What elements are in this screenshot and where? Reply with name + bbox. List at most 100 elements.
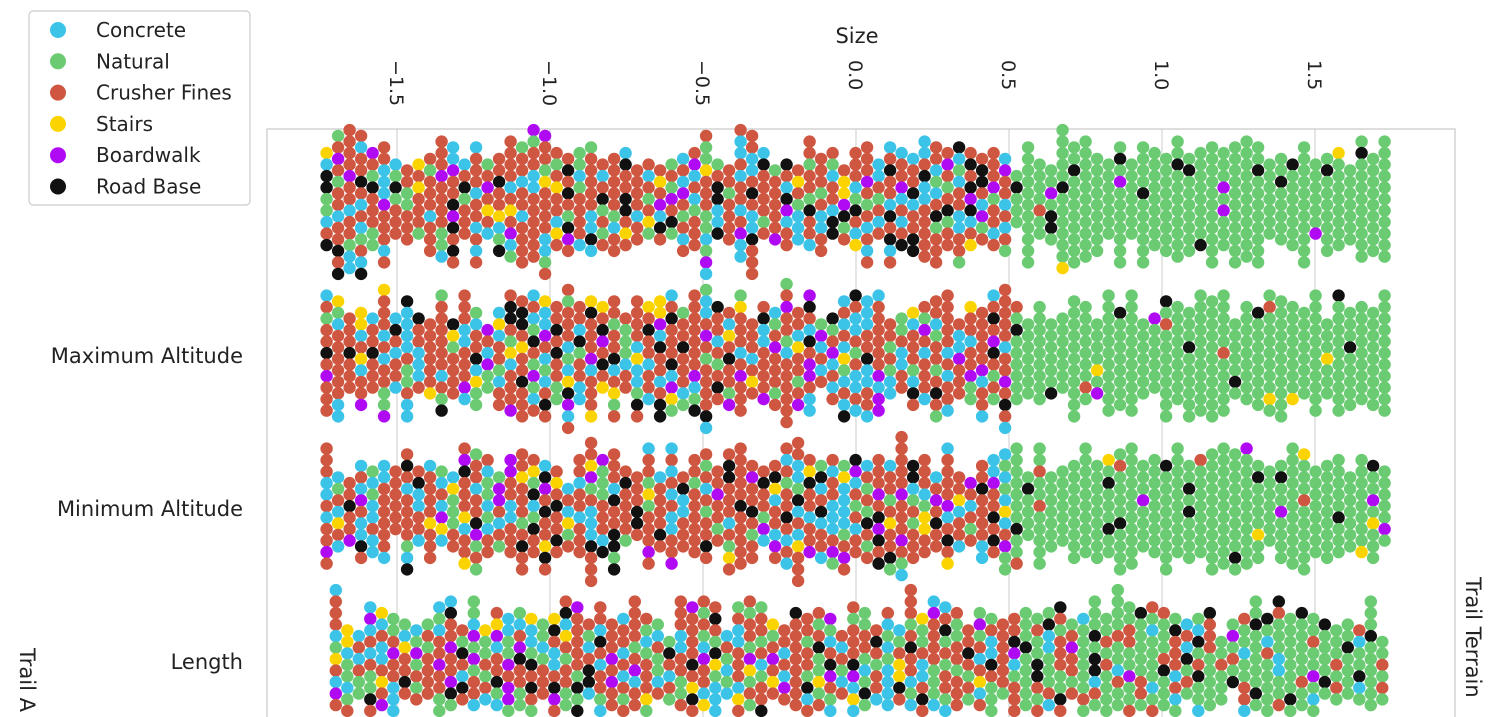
data-point — [688, 465, 701, 478]
legend-label: Boardwalk — [96, 143, 201, 167]
data-point — [573, 488, 586, 501]
data-point — [791, 459, 805, 473]
data-point — [699, 306, 713, 320]
data-point — [734, 158, 747, 171]
data-point — [803, 312, 816, 325]
data-point — [1019, 641, 1032, 654]
data-point — [1031, 647, 1044, 660]
data-point — [916, 658, 929, 672]
data-point — [1205, 318, 1219, 331]
data-point — [906, 387, 920, 400]
data-point — [331, 341, 345, 354]
data-point — [929, 244, 943, 258]
data-point — [582, 618, 595, 631]
data-point — [734, 392, 747, 406]
data-point — [354, 198, 368, 212]
data-point — [699, 528, 713, 542]
data-point — [791, 187, 805, 200]
data-point — [389, 499, 402, 513]
data-point — [1042, 675, 1056, 689]
data-point — [941, 323, 954, 337]
data-point — [1125, 465, 1138, 478]
data-point — [1102, 369, 1115, 383]
data-point — [697, 675, 710, 689]
data-point — [423, 210, 437, 223]
data-point — [1240, 238, 1253, 252]
data-point — [607, 528, 621, 542]
data-point — [1263, 392, 1276, 406]
data-point — [1136, 540, 1150, 553]
data-point — [870, 624, 883, 637]
data-point — [596, 511, 609, 524]
data-point — [550, 204, 563, 217]
data-point — [791, 164, 805, 177]
data-point — [1297, 198, 1311, 212]
data-point — [343, 181, 356, 194]
data-point — [791, 329, 805, 343]
data-point — [1111, 595, 1125, 608]
data-point — [1056, 369, 1069, 383]
data-point — [550, 392, 563, 406]
data-point — [1113, 318, 1127, 331]
data-point — [1159, 341, 1173, 354]
data-point — [594, 612, 607, 626]
data-point — [1364, 664, 1378, 677]
data-point — [780, 204, 793, 217]
data-point — [858, 698, 871, 712]
data-point — [1251, 233, 1265, 246]
data-point — [1366, 551, 1380, 565]
data-point — [918, 204, 931, 217]
data-point — [538, 164, 552, 177]
data-point — [1378, 511, 1391, 524]
data-point — [872, 453, 885, 467]
data-point — [435, 250, 448, 263]
data-point — [1136, 482, 1150, 496]
data-point — [780, 534, 793, 547]
data-point — [709, 601, 722, 614]
data-point — [676, 210, 690, 223]
data-point — [812, 606, 825, 620]
data-point — [617, 681, 630, 695]
data-point — [1203, 606, 1217, 620]
data-point — [918, 369, 931, 383]
data-point — [745, 164, 759, 177]
data-point — [640, 612, 653, 626]
data-point — [502, 624, 515, 637]
data-point — [998, 233, 1012, 246]
data-point — [421, 641, 434, 654]
data-point — [400, 295, 414, 308]
data-point — [617, 647, 630, 660]
data-point — [1205, 175, 1219, 189]
data-point — [435, 227, 448, 240]
data-point — [918, 522, 931, 536]
data-point — [1378, 204, 1391, 217]
data-point — [791, 233, 805, 246]
data-point — [469, 528, 483, 542]
data-point — [1171, 169, 1184, 183]
data-point — [1194, 476, 1207, 490]
data-point — [1355, 465, 1368, 478]
data-point — [1228, 210, 1242, 223]
data-point — [607, 221, 621, 235]
data-point — [1077, 612, 1090, 626]
data-point — [1148, 323, 1161, 337]
data-point — [550, 476, 563, 490]
data-point — [835, 652, 848, 666]
data-point — [996, 618, 1009, 631]
data-point — [1008, 670, 1021, 683]
data-point — [412, 534, 425, 547]
data-point — [435, 169, 448, 183]
data-point — [1286, 557, 1299, 570]
data-point — [1031, 681, 1044, 695]
data-point — [768, 517, 782, 530]
data-point — [860, 152, 874, 166]
data-point — [1263, 335, 1276, 348]
data-point — [847, 635, 860, 649]
data-point — [469, 448, 483, 461]
data-point — [538, 267, 552, 281]
data-point — [688, 453, 701, 467]
data-point — [676, 517, 690, 530]
data-point — [755, 601, 768, 614]
data-point — [527, 465, 540, 478]
data-point — [1146, 704, 1159, 717]
